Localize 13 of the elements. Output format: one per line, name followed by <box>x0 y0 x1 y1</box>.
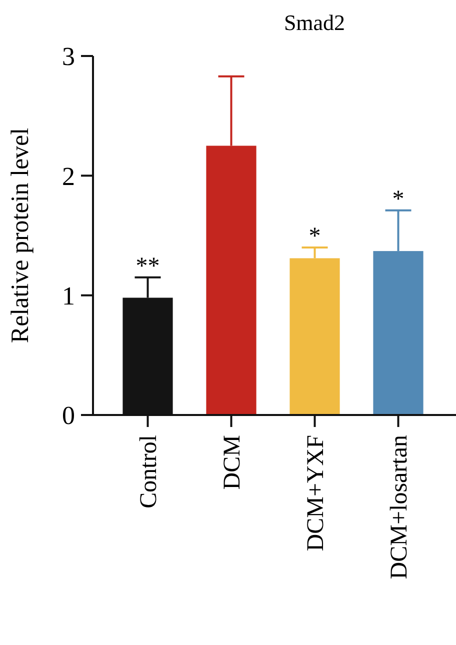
y-tick-label: 2 <box>62 162 75 191</box>
y-axis-title: Relative protein level <box>7 128 34 344</box>
y-tick-label: 3 <box>62 42 75 72</box>
y-tick-label: 1 <box>62 281 75 310</box>
x-tick-label: DCM+YXF <box>303 435 330 552</box>
annotation: * <box>392 186 404 212</box>
annotation: ** <box>136 253 160 280</box>
x-tick-label: DCM+losartan <box>386 435 413 580</box>
y-tick-label: 0 <box>62 401 75 430</box>
x-tick-label: Control <box>136 434 162 508</box>
annotation: * <box>308 223 321 250</box>
x-tick-label: DCM <box>220 435 246 490</box>
chart-title: Smad2 <box>284 10 346 35</box>
